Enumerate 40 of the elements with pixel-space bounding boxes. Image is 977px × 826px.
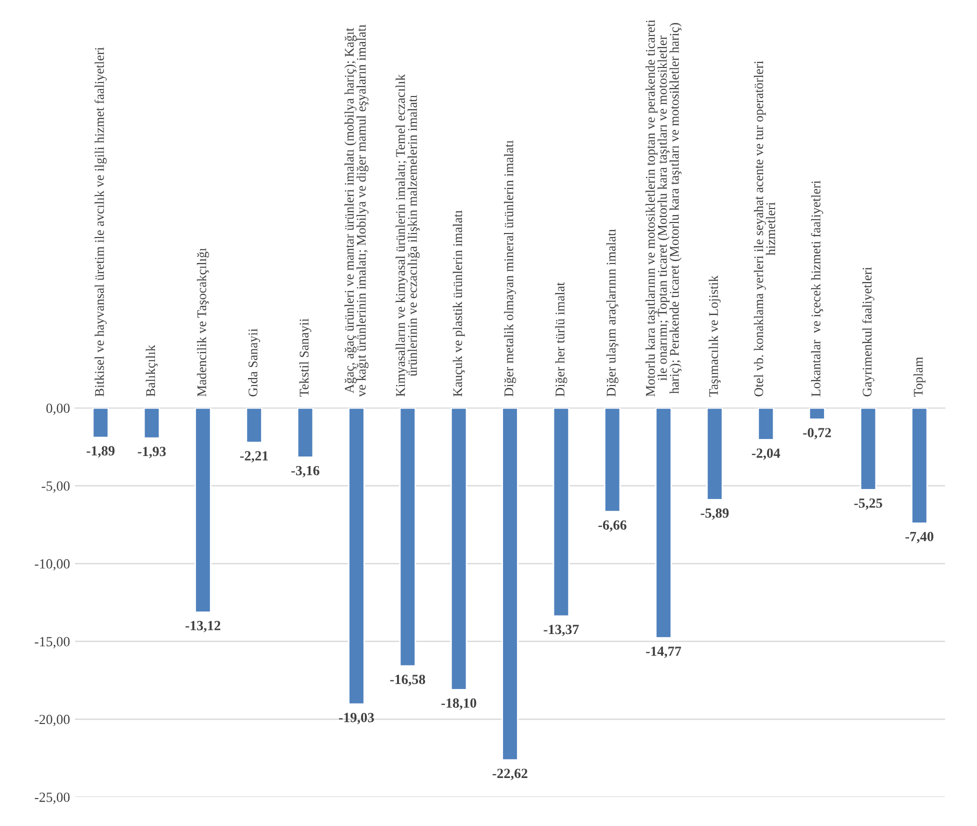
data-label: -19,03	[339, 712, 374, 724]
x-tick-label: Motorlu kara taşıtlarının ve motosikletlerin toptan ve perakende ticareti ile onarımı; Toptan ticaret (Motorlu kara taşıtları ve motosikletler hariç); Perakende ticaret (Motorlu kara taşıtları ve motosikletler hariç)	[646, 20, 682, 397]
x-tick-label: Toplam	[913, 356, 926, 397]
x-tick-label: Madencilik ve Taşocakçılığı	[196, 248, 209, 397]
data-label: -1,93	[138, 446, 166, 458]
x-tick-label: Kimyasalların ve kimyasal ürünlerin imalatı; Temel eczacılık ürünlerinin ve eczacılığa ilişkin malzemelerin imalatı	[396, 74, 420, 397]
x-tick-label: Diğer her türlü imalat	[555, 282, 568, 397]
x-tick-label: Taşımacılık ve Lojistik	[708, 275, 721, 397]
data-label: -14,77	[646, 646, 682, 658]
data-label: -13,37	[544, 624, 579, 636]
data-label: -22,62	[492, 768, 528, 780]
x-tick-label: Otel vb. konaklama yerleri ile seyahat acente ve tur operatörleri hizmetleri	[754, 60, 776, 396]
x-tick-label: Tekstil Sanayii	[299, 318, 312, 397]
x-tick-label: Gıda Sanayii	[248, 328, 260, 396]
x-tick-label: Kauçuk ve plastik ürünlerin imalatı	[452, 210, 465, 397]
x-tick-label: Bitkisel ve hayvansal üretim ile avcılık ve ilgili hizmet faaliyetleri	[94, 47, 107, 397]
data-label: -1,89	[86, 446, 115, 458]
x-tick-label: Ağaç, ağaç ürünleri ve mantar ürünleri imalatı (mobilya hariç); Kağıt ve kağıt ürünlerinin imalatı; Mobilya ve diğer mamul eşyaların imalatı	[344, 24, 368, 397]
data-label: -0,72	[803, 428, 831, 440]
x-tick-label: Gayrimenkul faaliyetleri	[862, 267, 874, 396]
data-label: -5,25	[854, 498, 882, 510]
x-tick-label: Diğer ulaşım araçlarının imalatı	[606, 228, 618, 397]
data-label: -2,04	[752, 448, 780, 460]
y-tick-label: -10,00	[34, 559, 70, 571]
data-label: -5,89	[700, 508, 729, 520]
y-tick-label: -20,00	[34, 714, 70, 726]
data-label: -3,16	[291, 466, 320, 478]
x-tick-label: Lokantalar ve içecek hizmeti faaliyetleri	[810, 180, 824, 397]
data-label: -13,12	[186, 620, 220, 632]
data-label: -2,21	[240, 451, 268, 463]
y-tick-label: -5,00	[42, 481, 70, 493]
x-tick-label: Diğer metalik olmayan mineral ürünlerin imalatı	[504, 140, 516, 397]
y-tick-label: -25,00	[34, 792, 70, 804]
y-tick-label: 0,00	[46, 404, 70, 415]
x-tick-label: Balıkçılık	[146, 344, 158, 397]
y-tick-label: -15,00	[34, 636, 70, 648]
data-label: -7,40	[905, 532, 934, 544]
data-label: -16,58	[390, 674, 426, 686]
data-label: -6,66	[598, 520, 626, 532]
data-label: -18,10	[441, 698, 476, 710]
